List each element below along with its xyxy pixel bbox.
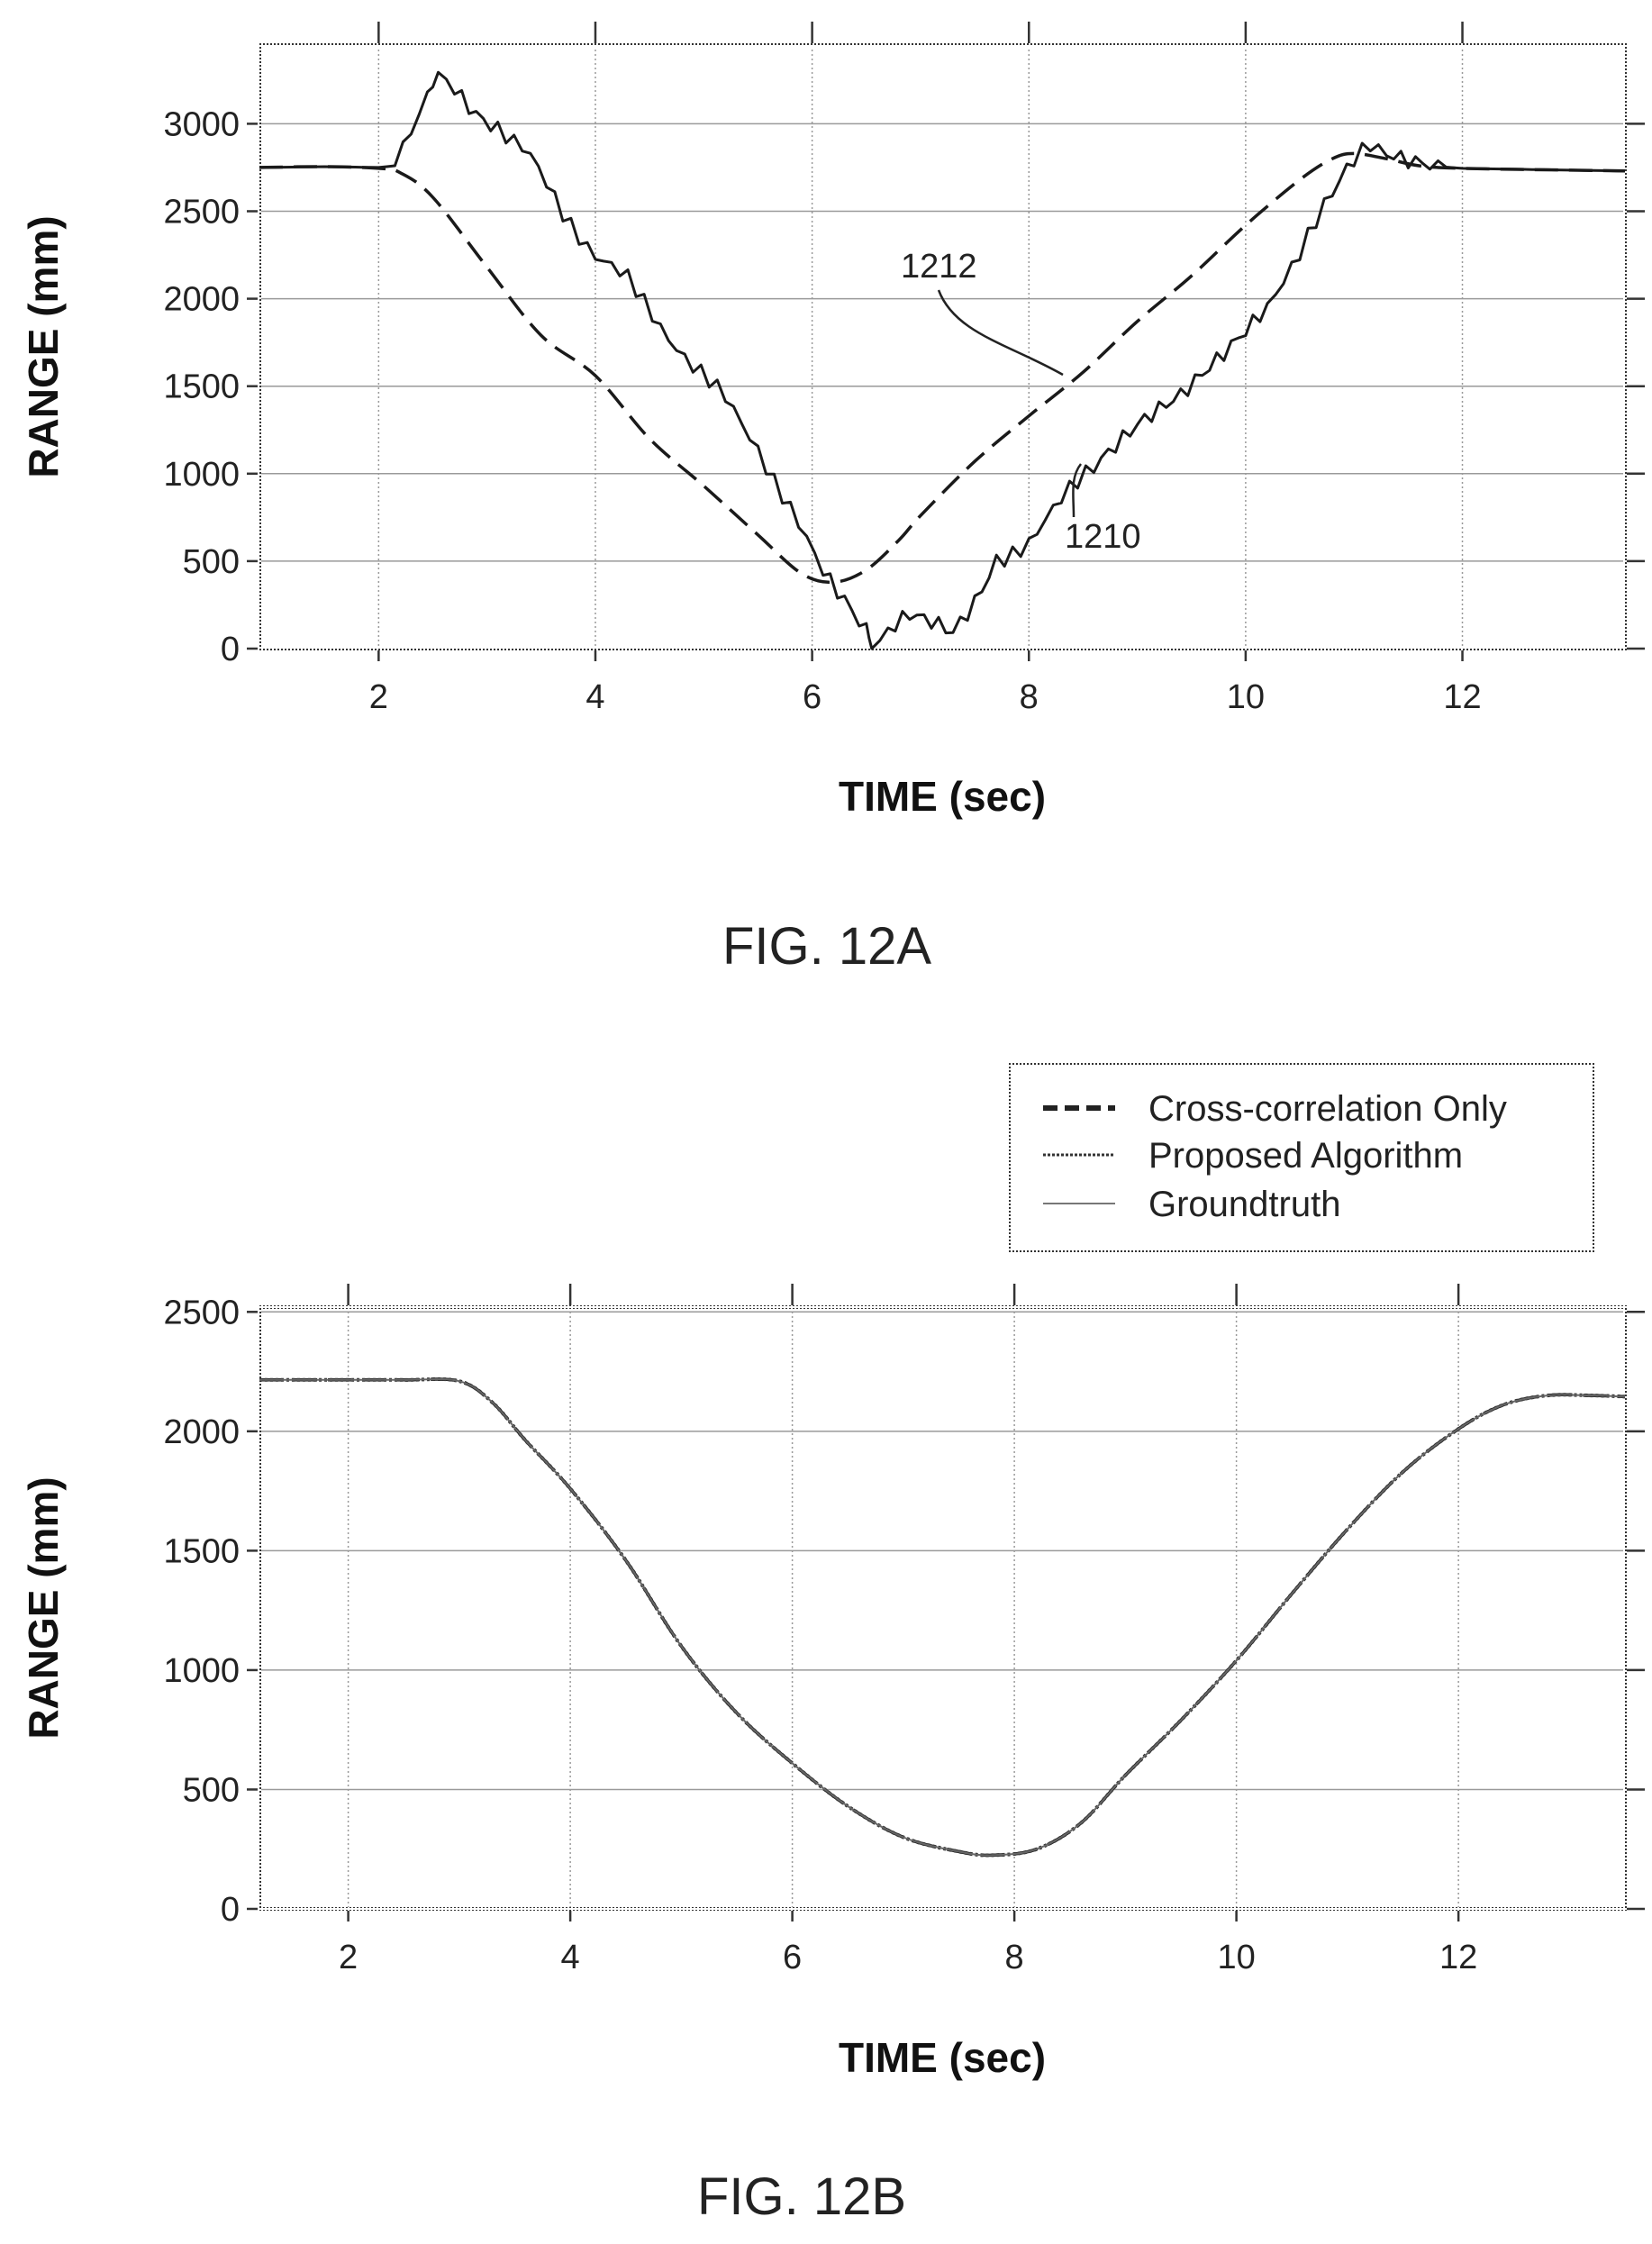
fig-12a-xtick-label-6: 6 — [803, 678, 821, 716]
fig-12a-ref-1212-leader — [937, 289, 1064, 377]
fig-12b-gridlines — [259, 1307, 1625, 1910]
fig-12b-plot-frame — [258, 1305, 1627, 1911]
fig-12b-xtick-label-6: 6 — [783, 1939, 802, 1976]
fig-12b-legend: Cross-correlation Only Proposed Algorith… — [1007, 1061, 1594, 1252]
fig-12b-legend-box — [1007, 1061, 1594, 1252]
legend-label-proposed: Proposed Algorithm — [1148, 1136, 1463, 1176]
fig-12b-chart: 2 4 6 8 10 12 0 500 1000 1500 2000 2500 TIME (sec)… — [20, 1061, 1645, 2226]
fig-12a-ytick-label-1000: 1000 — [163, 456, 240, 494]
fig-12b-series-2-line — [259, 1377, 1626, 1857]
fig-12a-xtick-label-2: 2 — [369, 678, 388, 716]
fig-12b-ytick-label-1000: 1000 — [163, 1652, 240, 1690]
legend-label-groundtruth: Groundtruth — [1148, 1185, 1340, 1224]
fig-12b-ytick-label-1500: 1500 — [163, 1532, 240, 1570]
fig-12b-ticks — [247, 1284, 1645, 1921]
fig-12b-series-1-line — [259, 1376, 1626, 1858]
legend-label-cross-correlation: Cross-correlation Only — [1148, 1089, 1507, 1129]
fig-12b-xtick-label-4: 4 — [561, 1939, 580, 1976]
fig-12a-x-tick-labels: 2 4 6 8 10 12 — [369, 678, 1482, 716]
fig-12a-gridlines — [259, 45, 1625, 650]
fig-12b-series-0-line — [259, 1377, 1626, 1858]
fig-12a-ytick-label-500: 500 — [183, 543, 240, 581]
fig-12a-ticks — [247, 22, 1645, 661]
fig-12a-ytick-label-2000: 2000 — [163, 281, 240, 319]
fig-12b-y-tick-labels: 0 500 1000 1500 2000 2500 — [163, 1294, 240, 1929]
fig-12a-series — [259, 70, 1626, 650]
fig-12b-ytick-label-2000: 2000 — [163, 1413, 240, 1451]
fig-12a-caption: FIG. 12A — [722, 917, 931, 976]
fig-12a-ref-1210: 1210 — [1065, 518, 1141, 556]
fig-12a-ytick-label-3000: 3000 — [163, 105, 240, 143]
fig-12b-ytick-label-2500: 2500 — [163, 1294, 240, 1331]
fig-12a-series-0-line — [259, 70, 1626, 650]
fig-12a-x-axis-title: TIME (sec) — [839, 773, 1046, 820]
fig-12b-ytick-label-500: 500 — [183, 1771, 240, 1809]
fig-12b-x-tick-labels: 2 4 6 8 10 12 — [339, 1939, 1477, 1976]
fig-12b-y-axis-title: RANGE (mm) — [20, 1476, 67, 1739]
fig-12b-xtick-label-12: 12 — [1439, 1939, 1477, 1976]
fig-12b-xtick-label-2: 2 — [339, 1939, 358, 1976]
fig-12a-xtick-label-4: 4 — [585, 678, 604, 716]
fig-12a-ref-1210-leader — [1072, 463, 1083, 518]
fig-12a-ref-1212: 1212 — [901, 248, 977, 286]
fig-12a-y-tick-labels: 0 500 1000 1500 2000 2500 3000 — [163, 105, 240, 668]
fig-12a-ytick-label-0: 0 — [221, 631, 240, 668]
fig-12b-caption: FIG. 12B — [697, 2167, 906, 2226]
fig-12a-xtick-label-8: 8 — [1020, 678, 1039, 716]
fig-12a-chart: 2 4 6 8 10 12 0 500 1000 1500 2000 2500 3000 TIME (… — [20, 22, 1645, 976]
fig-12a-plot-frame — [258, 43, 1627, 650]
fig-12b-xtick-label-8: 8 — [1005, 1939, 1024, 1976]
fig-12b-xtick-label-10: 10 — [1217, 1939, 1255, 1976]
fig-12a-y-axis-title: RANGE (mm) — [20, 215, 67, 477]
fig-12b-x-axis-title: TIME (sec) — [839, 2034, 1046, 2081]
fig-12a-xtick-label-12: 12 — [1443, 678, 1481, 716]
fig-12b-ytick-label-0: 0 — [221, 1891, 240, 1929]
fig-12a-xtick-label-10: 10 — [1227, 678, 1265, 716]
fig-12a-ytick-label-1500: 1500 — [163, 368, 240, 406]
fig-12b-series — [259, 1376, 1626, 1858]
fig-12a-ytick-label-2500: 2500 — [163, 193, 240, 231]
fig-12a-series-1-line — [259, 151, 1626, 585]
